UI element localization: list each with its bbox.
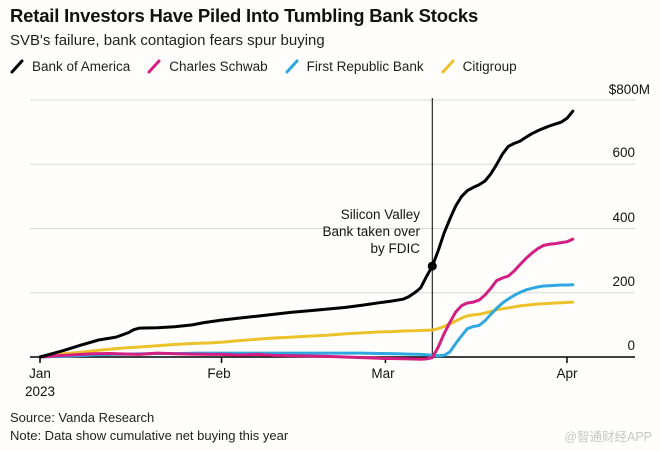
svb-marker-dot — [427, 261, 437, 271]
legend-slash-icon — [441, 59, 455, 74]
y-axis-label-400: 400 — [612, 210, 635, 225]
series-line — [38, 300, 575, 359]
legend-slash-icon — [10, 59, 24, 74]
x-axis-label-jan: Jan — [29, 366, 51, 381]
legend-item: Citigroup — [441, 59, 517, 74]
series-line — [38, 237, 575, 361]
series-line — [38, 109, 575, 359]
legend-item: First Republic Bank — [285, 59, 424, 74]
chart-subtitle: SVB's failure, bank contagion fears spur… — [10, 32, 325, 49]
x-axis-label-apr: Apr — [556, 366, 578, 381]
y-axis-label-0: 0 — [627, 338, 635, 353]
legend-label: Bank of America — [32, 59, 131, 74]
y-axis-label-600: 600 — [612, 145, 635, 160]
legend-label: Charles Schwab — [169, 59, 268, 74]
svb-annotation: Silicon Valley Bank taken over by FDIC — [322, 207, 420, 256]
legend-label: First Republic Bank — [306, 59, 424, 74]
note-text: Note: Data show cumulative net buying th… — [10, 428, 289, 443]
series-line — [38, 283, 575, 359]
y-axis-label-200: 200 — [612, 274, 635, 289]
source-text: Source: Vanda Research — [10, 410, 155, 425]
y-axis-label-800: $800M — [608, 82, 650, 97]
legend-item: Bank of America — [10, 59, 130, 74]
legend-slash-icon — [285, 59, 299, 74]
chart-title: Retail Investors Have Piled Into Tumblin… — [10, 5, 479, 26]
x-axis-label-year: 2023 — [24, 384, 56, 399]
x-axis-label-feb: Feb — [207, 366, 231, 381]
legend-label: Citigroup — [462, 59, 517, 74]
line-chart — [30, 98, 635, 363]
watermark-text: @智通财经APP — [564, 430, 652, 444]
legend-item: Charles Schwab — [147, 59, 268, 74]
legend: Bank of America Charles Schwab First Repub… — [10, 59, 650, 74]
x-axis-label-mar: Mar — [371, 366, 395, 381]
legend-slash-icon — [147, 59, 161, 74]
